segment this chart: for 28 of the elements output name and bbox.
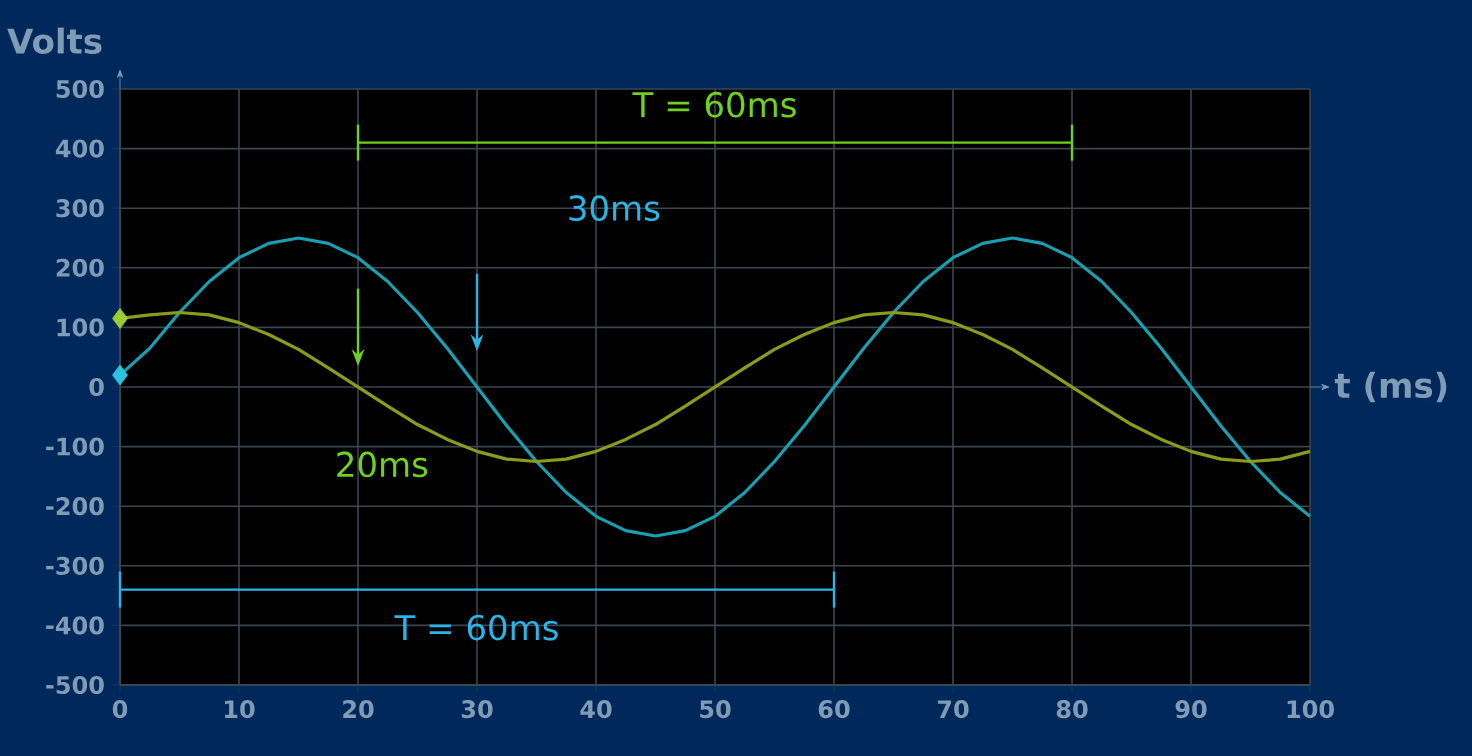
annotation: T = 60ms [632, 91, 796, 118]
x-tick-label: 50 [700, 700, 731, 719]
y-axis-title: Volts [7, 27, 102, 54]
y-tick-label: 400 [55, 139, 104, 158]
y-tick-label: 300 [56, 199, 104, 218]
y-tick-label: -400 [46, 616, 104, 635]
y-tick-label: -300 [46, 556, 104, 575]
y-tick-label: -500 [46, 675, 104, 695]
x-tick-label: 90 [1175, 700, 1207, 719]
y-tick-label: 500 [56, 79, 104, 99]
x-tick-label: 100 [1287, 700, 1334, 719]
x-tick-label: 70 [937, 700, 969, 719]
x-tick-label: 20 [343, 700, 374, 719]
x-tick-label: 40 [580, 700, 612, 719]
x-tick-label: 80 [1056, 700, 1088, 719]
x-tick-label: 60 [818, 700, 850, 719]
y-tick-label: 0 [89, 377, 104, 397]
x-axis-title: t (ms) [1334, 371, 1447, 403]
y-tick-label: 100 [57, 318, 104, 337]
x-tick-label: 10 [225, 700, 255, 719]
annotation: T = 60ms [394, 614, 558, 641]
annotation: 30ms [569, 195, 660, 222]
annotation: 20ms [337, 451, 428, 478]
y-tick-label: -200 [46, 497, 104, 516]
y-tick-label: 200 [56, 258, 104, 277]
y-tick-label: -100 [46, 437, 104, 456]
x-tick-label: 0 [112, 700, 128, 719]
x-tick-label: 30 [461, 700, 493, 719]
